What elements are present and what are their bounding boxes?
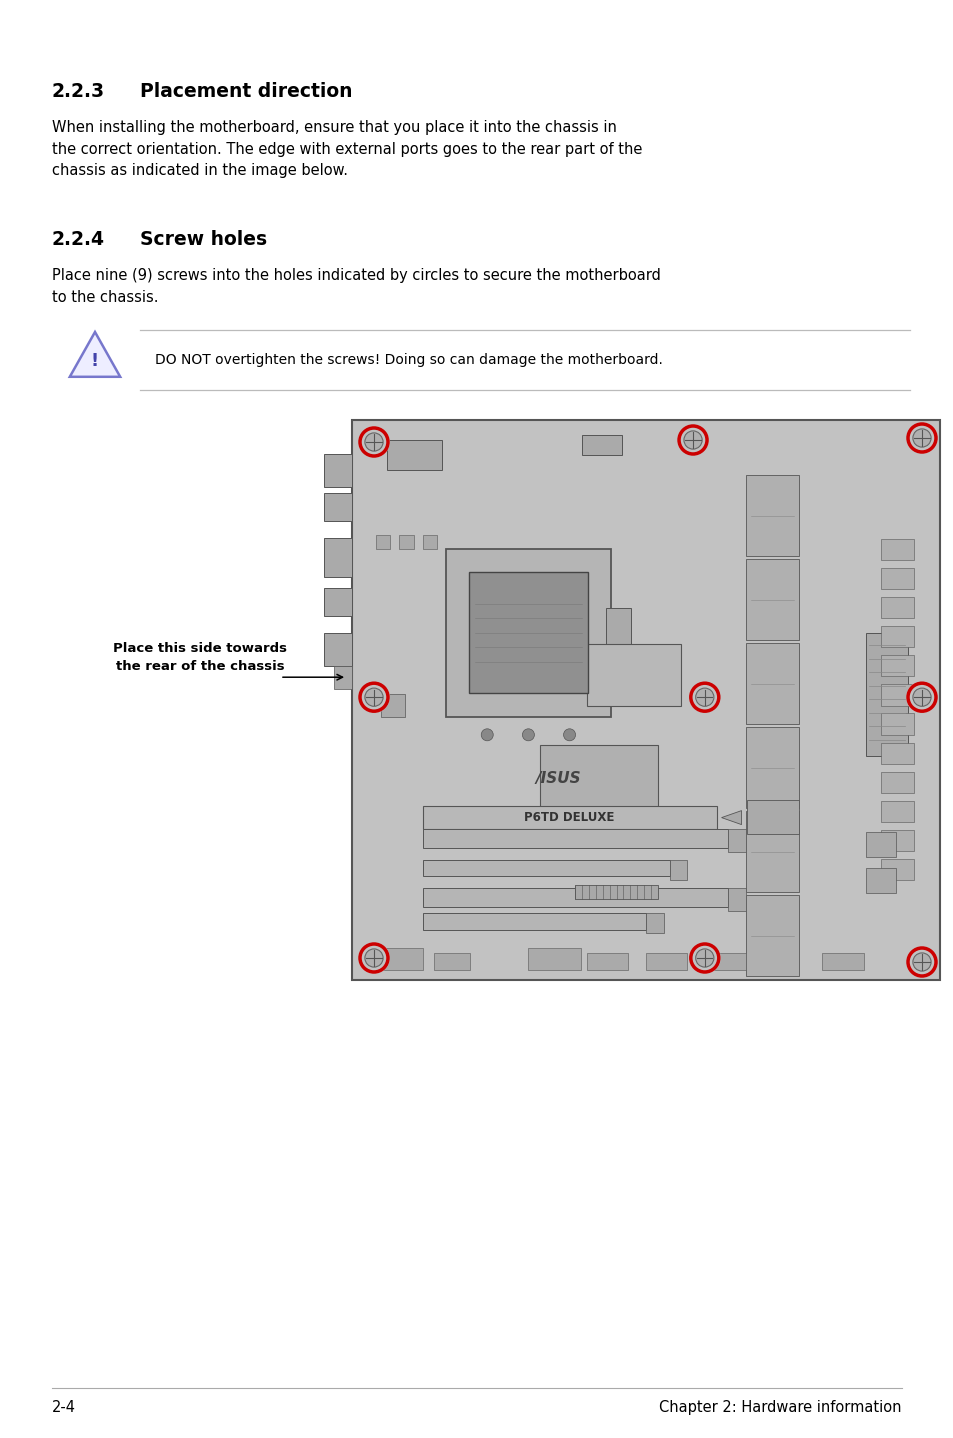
Bar	[381, 695, 404, 716]
Bar	[587, 953, 628, 971]
Polygon shape	[720, 811, 740, 824]
Bar	[422, 860, 669, 876]
Circle shape	[905, 682, 937, 713]
Bar	[746, 800, 799, 834]
Circle shape	[912, 429, 930, 447]
Circle shape	[364, 949, 383, 968]
Bar	[324, 453, 352, 487]
Bar	[881, 830, 913, 851]
Text: 2.2.3: 2.2.3	[52, 82, 105, 101]
Bar	[669, 860, 686, 880]
Bar	[881, 684, 913, 706]
Text: DO NOT overtighten the screws! Doing so can damage the motherboard.: DO NOT overtighten the screws! Doing so …	[154, 352, 662, 367]
Bar	[324, 588, 352, 615]
Bar	[865, 869, 895, 893]
Bar	[881, 568, 913, 590]
Text: Place this side towards: Place this side towards	[112, 643, 287, 656]
Bar	[324, 633, 352, 666]
Circle shape	[364, 433, 383, 452]
Bar	[881, 772, 913, 792]
Text: the rear of the chassis: the rear of the chassis	[115, 660, 284, 673]
Bar	[422, 807, 716, 828]
Bar	[727, 887, 745, 912]
Circle shape	[683, 431, 701, 449]
Bar	[446, 549, 610, 716]
Bar	[704, 953, 745, 971]
Text: Screw holes: Screw holes	[140, 230, 267, 249]
Bar	[575, 884, 657, 899]
Bar	[881, 626, 913, 647]
Bar	[745, 728, 798, 808]
Text: Chapter 2: Hardware information: Chapter 2: Hardware information	[659, 1401, 901, 1415]
Bar	[587, 644, 680, 706]
Bar	[881, 858, 913, 880]
Bar	[539, 745, 657, 812]
Text: P6TD DELUXE: P6TD DELUXE	[524, 811, 614, 824]
Circle shape	[480, 729, 493, 741]
Bar	[398, 535, 414, 549]
Bar	[881, 539, 913, 559]
Text: /ISUS: /ISUS	[535, 771, 580, 787]
Circle shape	[695, 689, 713, 706]
Circle shape	[364, 689, 383, 706]
Circle shape	[688, 682, 720, 713]
Bar	[881, 713, 913, 735]
Bar	[881, 656, 913, 676]
Circle shape	[563, 729, 575, 741]
Bar	[745, 475, 798, 557]
Bar	[324, 538, 352, 577]
Circle shape	[357, 942, 390, 974]
Circle shape	[912, 953, 930, 971]
Circle shape	[677, 424, 708, 456]
Bar	[865, 633, 906, 756]
Circle shape	[522, 729, 534, 741]
Bar	[881, 597, 913, 618]
Text: !: !	[91, 352, 99, 371]
Circle shape	[912, 689, 930, 706]
Circle shape	[905, 946, 937, 978]
Circle shape	[695, 949, 713, 968]
Bar	[881, 742, 913, 764]
Bar	[645, 953, 686, 971]
Text: 2.2.4: 2.2.4	[52, 230, 105, 249]
Circle shape	[688, 942, 720, 974]
Bar	[434, 953, 469, 971]
Bar	[352, 420, 939, 981]
Bar	[324, 493, 352, 521]
Bar	[422, 887, 727, 907]
Bar	[881, 801, 913, 823]
Bar	[645, 913, 663, 933]
Bar	[605, 608, 630, 659]
Bar	[334, 666, 352, 689]
Bar	[821, 953, 862, 971]
Bar	[865, 831, 895, 857]
Circle shape	[357, 426, 390, 457]
Bar	[422, 913, 645, 929]
Text: Place nine (9) screws into the holes indicated by circles to secure the motherbo: Place nine (9) screws into the holes ind…	[52, 267, 660, 305]
Circle shape	[905, 421, 937, 454]
Bar	[422, 535, 436, 549]
Text: When installing the motherboard, ensure that you place it into the chassis in
th: When installing the motherboard, ensure …	[52, 119, 641, 178]
Circle shape	[357, 682, 390, 713]
Bar	[375, 535, 390, 549]
Bar	[745, 811, 798, 892]
Bar	[745, 559, 798, 640]
Bar	[745, 894, 798, 976]
Bar	[745, 643, 798, 725]
Bar	[422, 828, 727, 848]
Bar	[469, 572, 587, 693]
Bar	[369, 948, 422, 971]
Text: 2-4: 2-4	[52, 1401, 76, 1415]
Bar	[387, 440, 441, 470]
Bar	[581, 436, 621, 454]
Bar	[528, 948, 580, 971]
Polygon shape	[70, 332, 120, 377]
Text: Placement direction: Placement direction	[140, 82, 352, 101]
Bar	[727, 828, 745, 853]
